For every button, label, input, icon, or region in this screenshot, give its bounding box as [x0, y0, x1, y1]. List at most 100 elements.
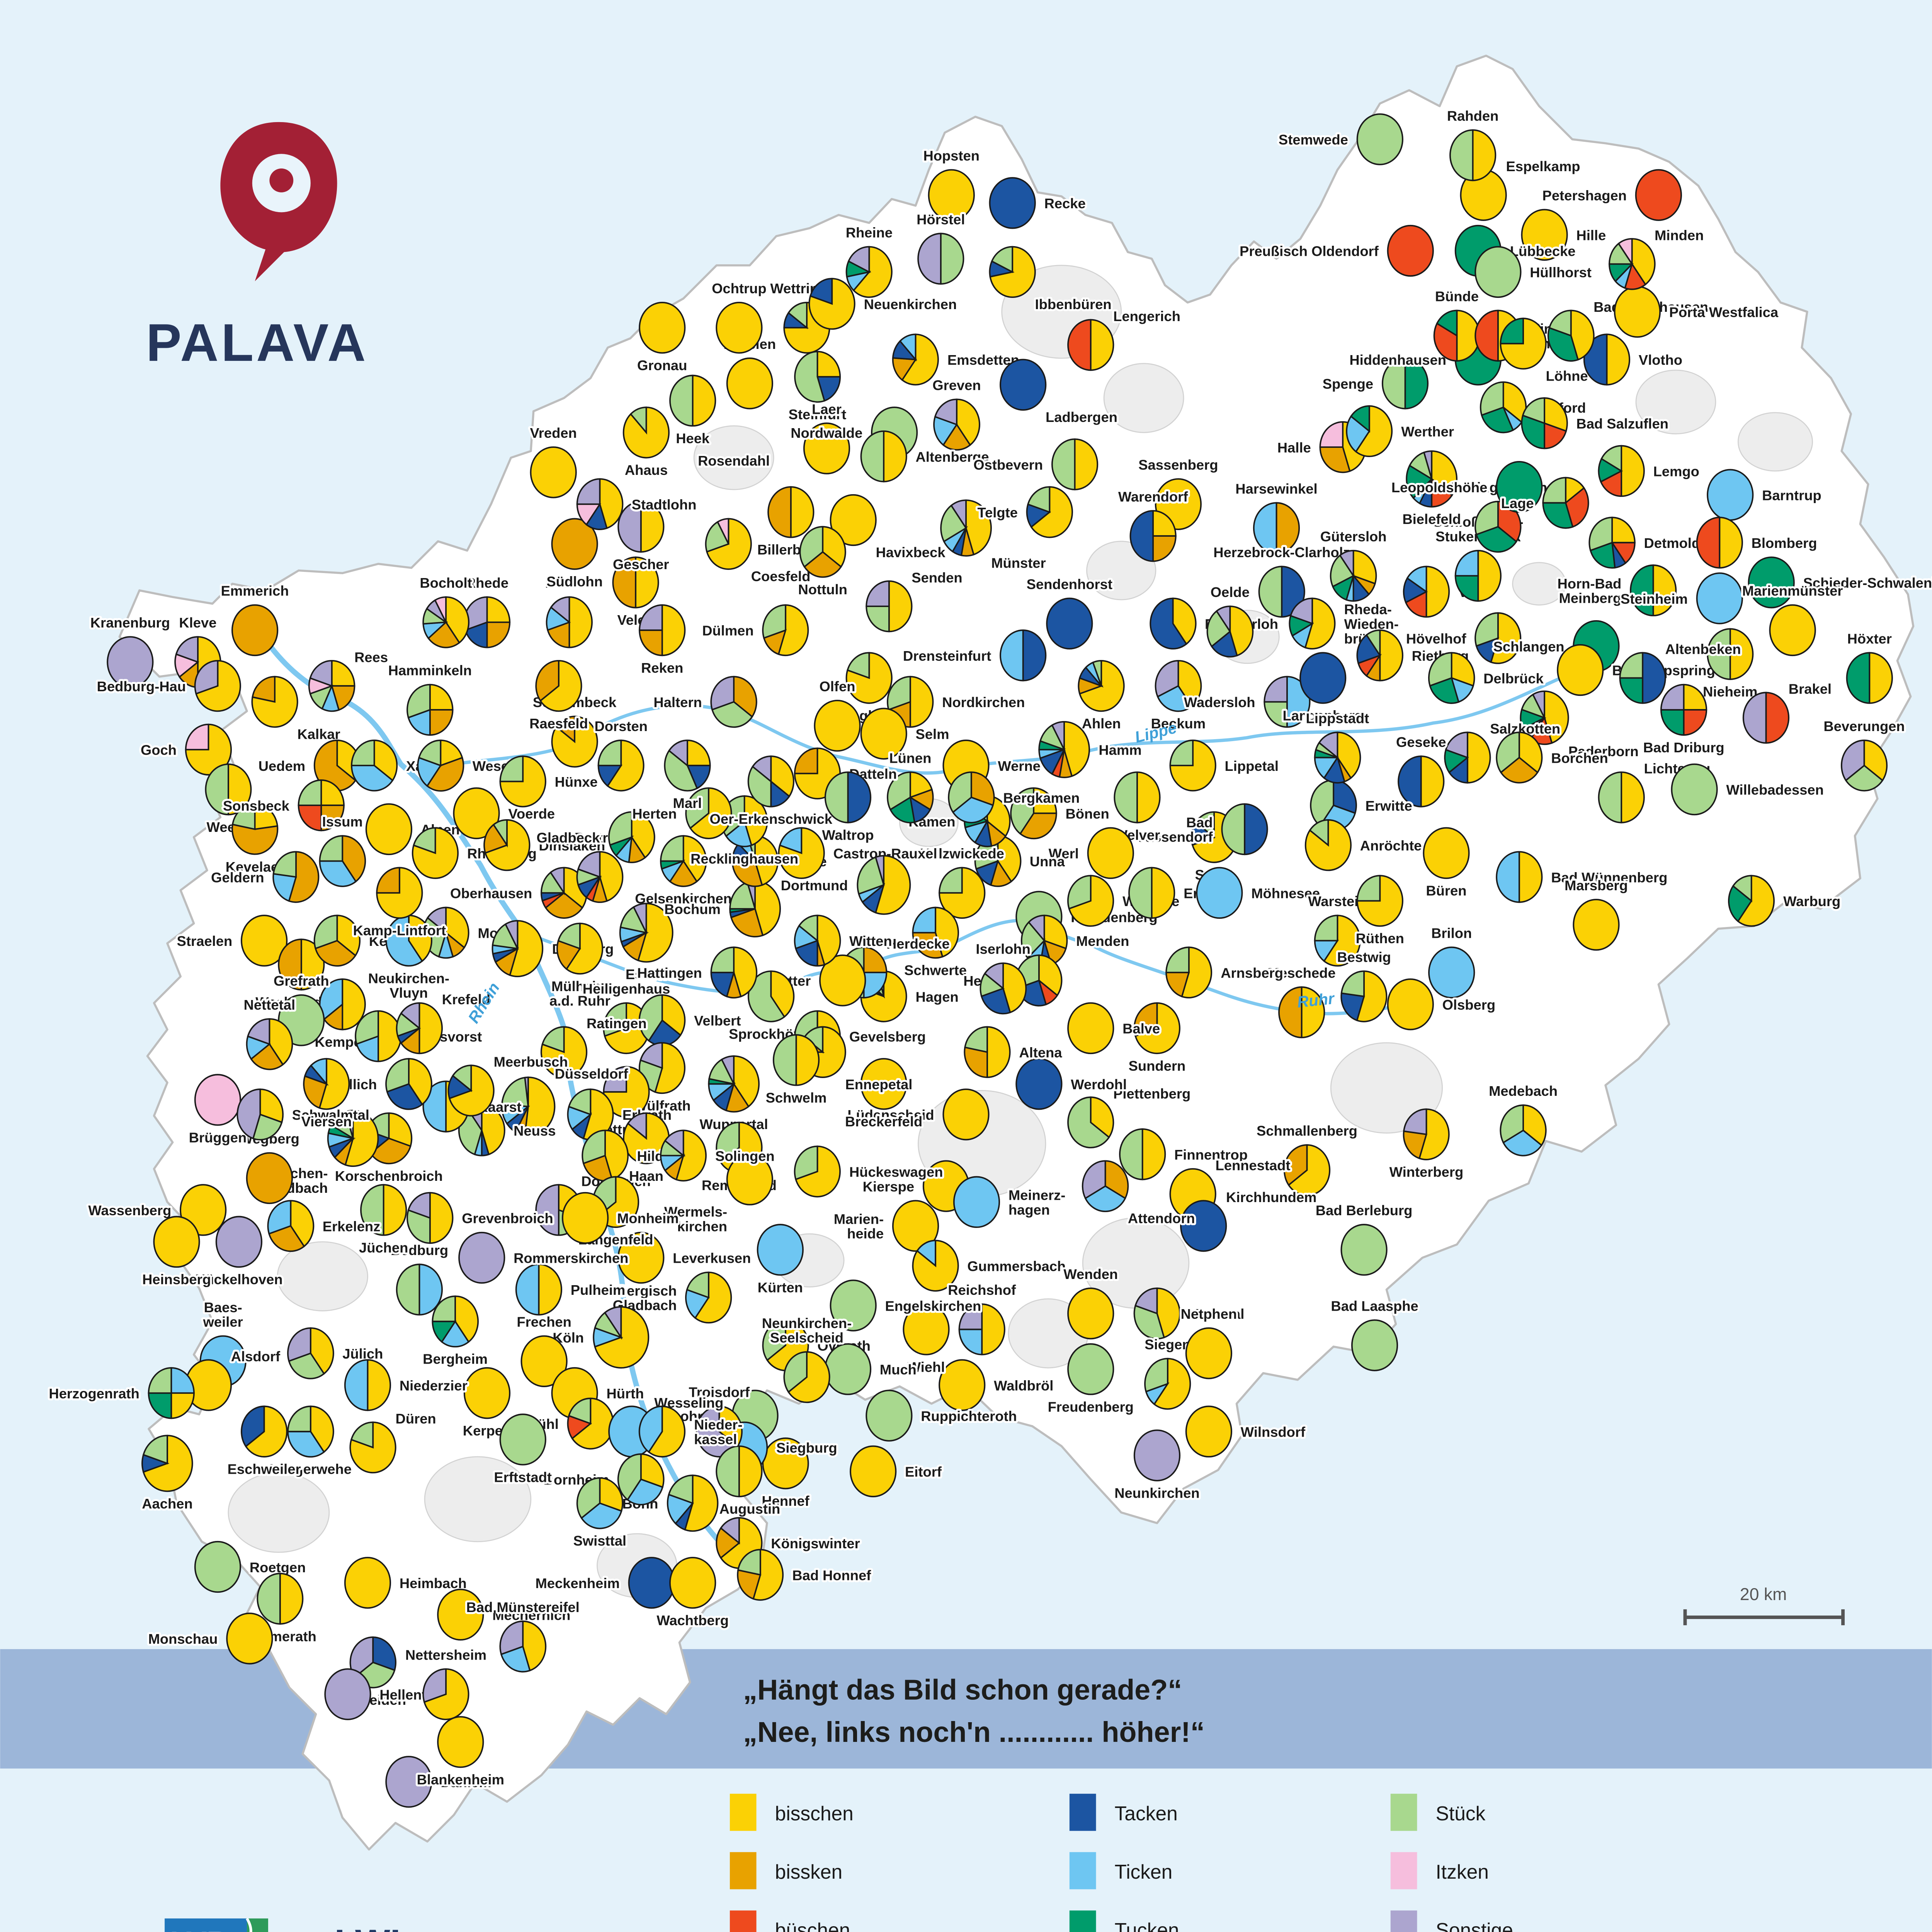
town-label: Lennestadt	[1216, 1157, 1291, 1173]
town-label: Meschede	[1268, 965, 1336, 981]
town-label: Breckerfeld	[845, 1114, 922, 1129]
town-pie-havixbeck	[830, 494, 877, 546]
town-label: Düsseldorf	[555, 1066, 629, 1082]
town-label: Wadersloh	[1184, 694, 1255, 710]
town-pie-düsseldorf	[501, 1077, 556, 1136]
town-label: Rheine	[846, 225, 893, 241]
town-pie-bünde	[1433, 310, 1480, 362]
town-label: Siegburg	[776, 1440, 837, 1456]
town-pie-höxter	[1846, 652, 1893, 704]
town-pie-reichshof	[958, 1303, 1005, 1355]
town-label: Bergisch Gladbach	[613, 1283, 677, 1313]
town-label: Witten	[849, 933, 892, 949]
town-label: Nordkirchen	[942, 694, 1025, 710]
town-label: Sonsbeck	[223, 798, 290, 814]
town-label: Eschweiler	[228, 1461, 301, 1477]
legend-label-bissken: bissken	[775, 1861, 843, 1883]
town-pie-winterberg	[1403, 1108, 1450, 1160]
no-data-municipality	[424, 1456, 532, 1543]
town-pie-kranenburg	[107, 636, 154, 688]
town-pie-wachtberg	[669, 1557, 716, 1609]
town-label: Krefeld	[442, 992, 490, 1007]
town-label: Voerde	[508, 806, 555, 822]
town-pie-werther	[1346, 405, 1393, 457]
town-label: Meerbusch	[494, 1054, 568, 1070]
town-pie-heek	[669, 374, 716, 427]
town-pie-warendorf	[1129, 510, 1177, 562]
town-pie-waldbröl	[939, 1359, 986, 1411]
town-pie-bad-lippspringe	[1557, 644, 1604, 696]
town-label: Dortmund	[781, 878, 848, 893]
town-label: Leverkusen	[673, 1250, 751, 1266]
town-pie-köln	[593, 1306, 650, 1369]
town-label: Haan	[629, 1168, 663, 1184]
town-pie-mönchen--gladbach	[327, 1109, 379, 1167]
town-pie-ostbevern	[1051, 438, 1099, 490]
town-pie-wuppertal	[708, 1055, 760, 1113]
town-label: Holzwickede	[920, 846, 1004, 862]
town-pie-bad-laasphe	[1351, 1319, 1398, 1371]
town-pie-lüdinghausen	[845, 652, 893, 704]
town-label: Minden	[1655, 227, 1704, 243]
town-pie-medebach	[1500, 1104, 1547, 1156]
town-label: Langenberg	[1283, 707, 1363, 723]
town-pie-salzkotten	[1444, 731, 1491, 784]
town-label: Schmallenberg	[1257, 1123, 1357, 1139]
town-label: Werne	[998, 758, 1041, 774]
town-label: Bad Driburg	[1643, 740, 1724, 755]
town-pie-marienmünster	[1769, 604, 1816, 656]
town-label: Hamminkeln	[388, 663, 472, 679]
town-pie-neuenkirchen	[808, 278, 855, 330]
town-label: Menden	[1076, 933, 1129, 949]
town-pie-troisdorf	[696, 1405, 743, 1458]
town-pie-marien--heide	[892, 1200, 939, 1252]
town-label: Rommerskirchen	[514, 1250, 628, 1266]
town-pie-rheinberg	[412, 827, 459, 879]
town-pie-kamp-lintfort	[376, 867, 423, 919]
town-pie-blankenheim	[437, 1716, 484, 1768]
town-pie-bad-salzuflen	[1521, 397, 1568, 449]
town-pie-bergheim	[432, 1295, 479, 1348]
town-pie-wegberg	[246, 1152, 293, 1204]
town-label: Kranenburg	[90, 615, 170, 631]
town-label: Königswinter	[771, 1536, 860, 1551]
town-label: Köln	[553, 1330, 584, 1346]
town-label: Lübbecke	[1510, 243, 1576, 259]
town-pie-leverkusen	[617, 1231, 665, 1284]
town-label: Bestwig	[1337, 949, 1391, 965]
town-label: Rüthen	[1356, 930, 1404, 946]
palava-pin-dot	[269, 168, 294, 192]
town-pie-altena	[964, 1026, 1011, 1078]
town-label: Ochtrup	[712, 281, 766, 296]
town-label: Waldbröl	[994, 1378, 1053, 1393]
town-pie-haltern	[710, 676, 757, 728]
town-label: Bergheim	[423, 1351, 488, 1367]
town-pie-wetter	[819, 954, 866, 1007]
town-pie-leopoldshöhe	[1496, 461, 1543, 513]
town-label: Ostbevern	[973, 457, 1043, 473]
town-pie-schloß-holte--stukenbrock	[1454, 550, 1502, 602]
town-pie-lichtenau	[1598, 771, 1645, 823]
town-label: Kalkar	[297, 726, 340, 742]
town-label: Dorsten	[595, 718, 648, 734]
town-pie-hilden	[582, 1129, 629, 1182]
town-pie-düren	[349, 1421, 396, 1474]
town-pie-essen	[619, 903, 673, 963]
town-pie-schwerte	[912, 906, 959, 959]
town-label: Engelskirchen	[885, 1298, 981, 1314]
town-label: Möhnesee	[1251, 886, 1320, 901]
town-label: Südlohn	[546, 574, 602, 590]
town-pie-lengerich	[1067, 319, 1114, 371]
town-label: Herten	[632, 806, 677, 822]
town-label: Nettersheim	[405, 1647, 486, 1663]
town-pie-bestwig	[1340, 970, 1388, 1022]
town-label: Ibbenbüren	[1035, 296, 1112, 312]
town-pie-kerpen	[463, 1367, 511, 1419]
town-pie-oelde	[1206, 605, 1254, 658]
legend-label-buschen: büschen	[775, 1919, 850, 1932]
town-label: Jüchen	[359, 1240, 408, 1255]
town-pie-meschede	[1278, 986, 1325, 1038]
town-pie-monschau	[226, 1612, 273, 1665]
town-pie-heinsberg	[153, 1216, 200, 1268]
town-pie-kirchhundem	[1180, 1200, 1227, 1252]
